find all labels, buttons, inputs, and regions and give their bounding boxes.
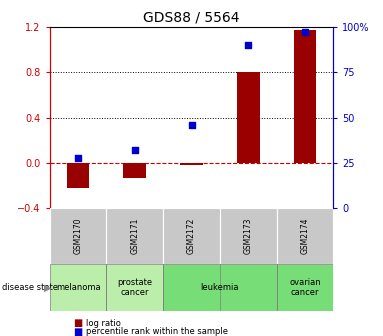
Bar [277,264,333,311]
Point [132,148,138,153]
Bar [106,208,163,264]
Text: percentile rank within the sample: percentile rank within the sample [86,328,228,336]
Bar [50,208,106,264]
Text: GSM2173: GSM2173 [244,218,253,254]
Point [245,42,251,48]
Text: disease state: disease state [2,283,58,292]
Bar [163,208,220,264]
Bar [293,30,316,163]
Bar [67,163,90,188]
Bar [220,208,277,264]
Bar [180,163,203,165]
Title: GDS88 / 5564: GDS88 / 5564 [143,10,240,24]
Text: GSM2172: GSM2172 [187,218,196,254]
Text: GSM2174: GSM2174 [300,218,309,254]
Point [188,122,195,128]
Bar [106,264,163,311]
Bar [163,264,277,311]
Text: log ratio: log ratio [86,319,121,328]
Text: ■: ■ [73,327,82,336]
Text: melanoma: melanoma [56,283,100,292]
Text: leukemia: leukemia [201,283,239,292]
Bar [277,208,333,264]
Text: ■: ■ [73,318,82,328]
Bar [50,264,106,311]
Bar [123,163,146,178]
Text: GSM2170: GSM2170 [74,218,83,254]
Bar [237,72,260,163]
Text: GSM2171: GSM2171 [130,218,139,254]
Text: prostate
cancer: prostate cancer [117,278,152,297]
Text: ovarian
cancer: ovarian cancer [289,278,321,297]
Text: ▶: ▶ [44,282,52,292]
Point [302,30,308,35]
Point [75,155,81,160]
